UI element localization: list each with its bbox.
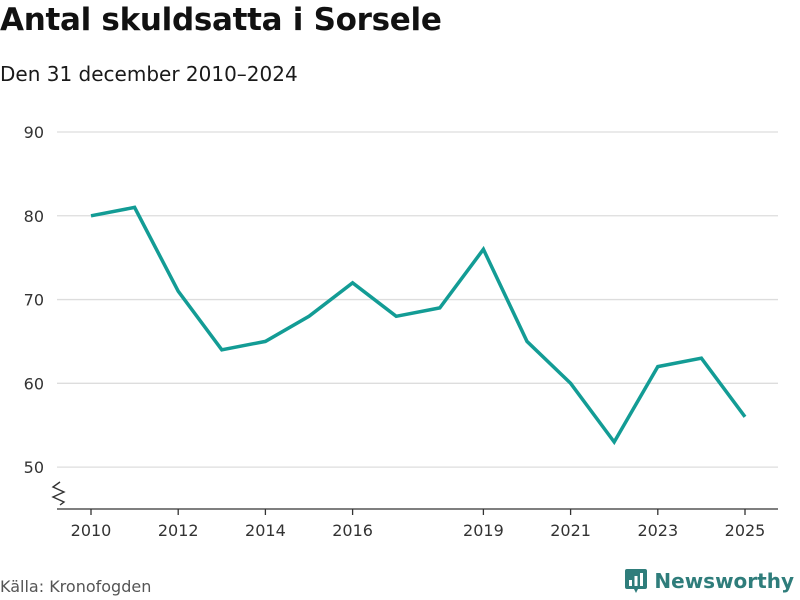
data-point [525,339,529,343]
data-point [176,289,180,293]
x-tick-label: 2025 [725,521,766,540]
x-tick-label: 2021 [550,521,591,540]
x-tick-label: 2012 [158,521,199,540]
data-point [133,205,137,209]
chart-subtitle: Den 31 december 2010–2024 [0,62,298,86]
data-point [351,281,355,285]
data-point [220,348,224,352]
y-tick-label: 50 [24,458,44,477]
series-line [90,205,747,446]
data-point [569,381,573,385]
source-note: Källa: Kronofogden [0,577,152,596]
data-point [699,356,703,360]
y-tick-label: 60 [24,374,44,393]
data-point [307,314,311,318]
data-point [656,365,660,369]
brand-name: Newsworthy [654,569,794,593]
x-tick-label: 2019 [463,521,504,540]
y-tick-label: 70 [24,291,44,310]
x-tick-label: 2014 [245,521,286,540]
y-tick-label: 90 [24,123,44,142]
bar-chart-icon [625,569,648,593]
chart-title: Antal skuldsatta i Sorsele [0,2,442,38]
data-point [438,306,442,310]
y-tick-label: 80 [24,207,44,226]
data-point [743,415,747,419]
brand-logo: Newsworthy [624,568,794,594]
data-point [89,214,93,218]
data-point [612,440,616,444]
data-point [263,339,267,343]
x-tick-label: 2023 [637,521,678,540]
data-point [394,314,398,318]
data-point [481,247,485,251]
x-tick-label: 2016 [332,521,373,540]
line-chart: 50 60 70 80 90 2010 2012 2014 2016 2019 2021 2023 20… [24,123,778,540]
x-tick-label: 2010 [71,521,112,540]
axis-break-icon [51,481,66,506]
